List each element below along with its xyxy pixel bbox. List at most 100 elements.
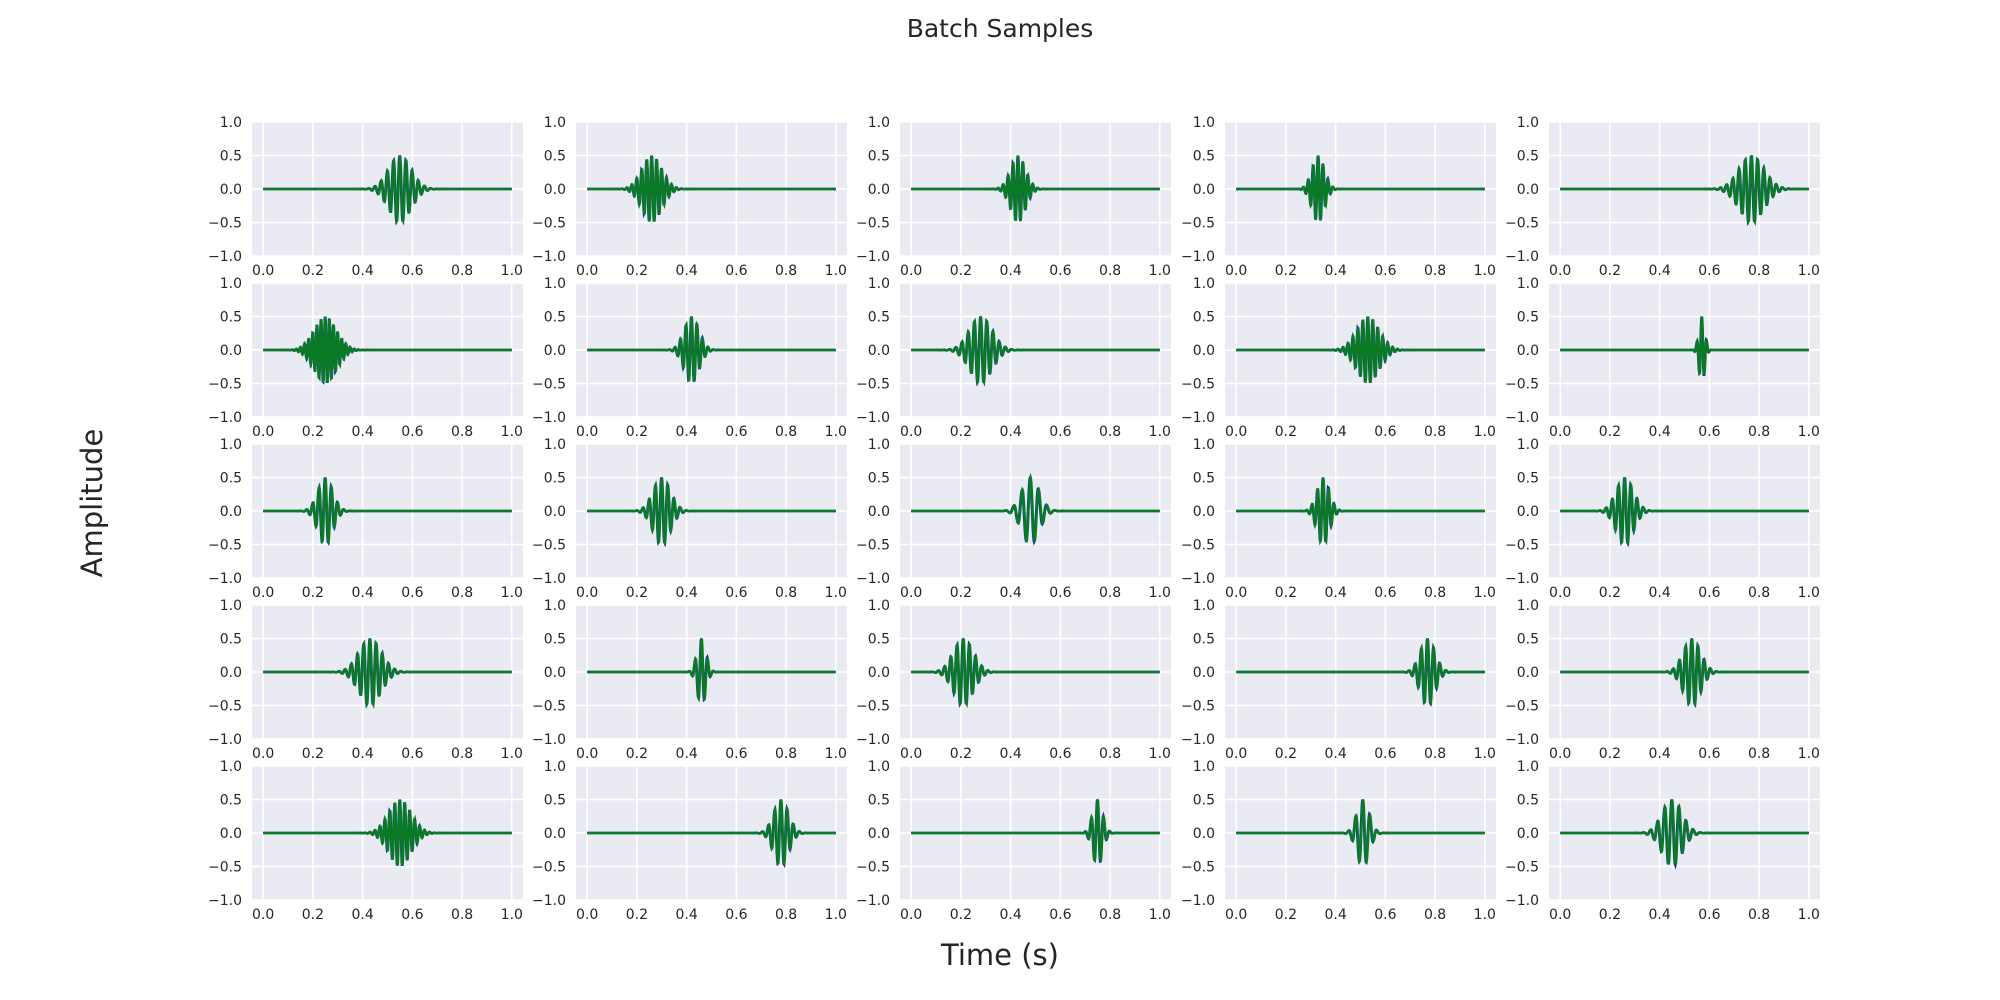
x-tick-label: 0.0 bbox=[576, 907, 598, 923]
x-tick-label: 0.2 bbox=[1599, 746, 1621, 762]
x-tick-label: 0.4 bbox=[1325, 585, 1347, 601]
x-tick-label: 0.8 bbox=[775, 263, 797, 279]
y-tick-label: 0.0 bbox=[220, 665, 242, 681]
x-tick-label: 0.6 bbox=[401, 263, 423, 279]
x-tick-label: 0.6 bbox=[725, 746, 747, 762]
y-tick-label: −1.0 bbox=[1505, 893, 1539, 909]
y-tick-label: 1.0 bbox=[1193, 598, 1215, 614]
y-tick-label: −0.5 bbox=[1181, 860, 1215, 876]
y-tick-label: 0.5 bbox=[544, 149, 566, 165]
y-tick-label: −0.5 bbox=[856, 860, 890, 876]
y-tick-label: 0.0 bbox=[1517, 826, 1539, 842]
x-tick-label: 0.6 bbox=[1374, 746, 1396, 762]
y-tick-label: −0.5 bbox=[856, 538, 890, 554]
x-tick-label: 0.6 bbox=[1049, 746, 1071, 762]
x-tick-label: 0.6 bbox=[1374, 907, 1396, 923]
x-tick-label: 1.0 bbox=[501, 907, 523, 923]
signal-trace-green bbox=[911, 799, 1160, 863]
y-tick-label: 0.0 bbox=[868, 665, 890, 681]
x-tick-label: 0.2 bbox=[1275, 263, 1297, 279]
x-tick-label: 0.6 bbox=[1698, 585, 1720, 601]
x-tick-label: 0.8 bbox=[1424, 263, 1446, 279]
y-tick-label: 0.5 bbox=[220, 632, 242, 648]
y-tick-label: 1.0 bbox=[544, 759, 566, 775]
x-tick-label: 0.2 bbox=[302, 746, 324, 762]
y-tick-label: 1.0 bbox=[544, 115, 566, 131]
x-tick-label: 0.4 bbox=[676, 907, 698, 923]
x-tick-label: 1.0 bbox=[1474, 746, 1496, 762]
y-tick-label: 1.0 bbox=[868, 759, 890, 775]
y-tick-label: −1.0 bbox=[208, 249, 242, 265]
x-tick-label: 0.0 bbox=[1549, 907, 1571, 923]
y-tick-label: −1.0 bbox=[1181, 249, 1215, 265]
signal-trace-green bbox=[263, 155, 512, 226]
y-tick-label: 0.5 bbox=[544, 471, 566, 487]
y-tick-label: 1.0 bbox=[544, 276, 566, 292]
x-tick-label: 0.4 bbox=[1000, 907, 1022, 923]
y-tick-label: 0.5 bbox=[868, 632, 890, 648]
x-tick-label: 0.2 bbox=[1275, 424, 1297, 440]
x-tick-label: 0.0 bbox=[252, 746, 274, 762]
y-tick-label: 0.5 bbox=[1517, 149, 1539, 165]
signal-trace-green bbox=[1236, 316, 1485, 383]
x-tick-label: 1.0 bbox=[1149, 424, 1171, 440]
x-tick-label: 1.0 bbox=[501, 585, 523, 601]
y-tick-label: 0.0 bbox=[220, 826, 242, 842]
y-tick-label: 0.0 bbox=[220, 504, 242, 520]
y-tick-label: −0.5 bbox=[532, 699, 566, 715]
x-tick-label: 0.4 bbox=[676, 263, 698, 279]
signal-trace-green bbox=[911, 316, 1160, 387]
y-tick-label: 0.5 bbox=[868, 149, 890, 165]
x-tick-label: 0.2 bbox=[1599, 907, 1621, 923]
x-tick-label: 0.4 bbox=[1000, 746, 1022, 762]
x-tick-label: 0.2 bbox=[302, 907, 324, 923]
x-tick-label: 0.4 bbox=[676, 746, 698, 762]
y-tick-label: 0.0 bbox=[544, 343, 566, 359]
y-tick-label: 1.0 bbox=[1193, 759, 1215, 775]
x-tick-label: 0.0 bbox=[576, 263, 598, 279]
subplot: 1.0 0.5 0.0 −0.5 −1.0 0.0 0.2 0.4 0.6 0.8 1.0 bbox=[1505, 276, 1820, 440]
subplot: 1.0 0.5 0.0 −0.5 −1.0 0.0 0.2 0.4 0.6 0.8 1.0 bbox=[208, 276, 523, 440]
x-tick-label: 1.0 bbox=[501, 424, 523, 440]
x-tick-label: 0.2 bbox=[302, 263, 324, 279]
y-tick-label: 0.0 bbox=[868, 504, 890, 520]
y-tick-label: 0.5 bbox=[544, 310, 566, 326]
y-tick-label: −0.5 bbox=[532, 538, 566, 554]
y-tick-label: 0.5 bbox=[1193, 793, 1215, 809]
x-tick-label: 0.6 bbox=[401, 907, 423, 923]
x-tick-label: 1.0 bbox=[1474, 585, 1496, 601]
y-tick-label: −1.0 bbox=[532, 571, 566, 587]
x-tick-label: 0.6 bbox=[1049, 263, 1071, 279]
x-tick-label: 1.0 bbox=[825, 585, 847, 601]
y-tick-label: −1.0 bbox=[856, 571, 890, 587]
y-tick-label: 0.5 bbox=[220, 310, 242, 326]
y-tick-label: −1.0 bbox=[1505, 410, 1539, 426]
signal-trace-green bbox=[263, 316, 512, 383]
x-tick-label: 0.4 bbox=[1000, 263, 1022, 279]
y-tick-label: 1.0 bbox=[220, 598, 242, 614]
y-tick-label: 0.5 bbox=[1193, 310, 1215, 326]
x-tick-label: 0.2 bbox=[950, 907, 972, 923]
x-tick-label: 0.8 bbox=[1099, 746, 1121, 762]
x-tick-label: 0.4 bbox=[352, 907, 374, 923]
x-tick-label: 0.2 bbox=[626, 585, 648, 601]
subplot: 1.0 0.5 0.0 −0.5 −1.0 0.0 0.2 0.4 0.6 0.8 1.0 bbox=[856, 759, 1171, 923]
y-tick-label: −1.0 bbox=[1505, 249, 1539, 265]
x-tick-label: 0.6 bbox=[1049, 585, 1071, 601]
y-tick-label: 0.5 bbox=[1517, 471, 1539, 487]
y-tick-label: −0.5 bbox=[856, 216, 890, 232]
x-tick-label: 0.2 bbox=[1599, 424, 1621, 440]
subplot: 1.0 0.5 0.0 −0.5 −1.0 0.0 0.2 0.4 0.6 0.8 1.0 bbox=[532, 598, 847, 762]
signal-trace-green bbox=[1236, 799, 1485, 865]
subplot: 1.0 0.5 0.0 −0.5 −1.0 0.0 0.2 0.4 0.6 0.8 1.0 bbox=[532, 276, 847, 440]
x-tick-label: 0.0 bbox=[252, 585, 274, 601]
y-tick-label: 0.0 bbox=[1193, 343, 1215, 359]
x-tick-label: 0.6 bbox=[725, 585, 747, 601]
y-tick-label: 0.5 bbox=[1193, 632, 1215, 648]
y-tick-label: −1.0 bbox=[1181, 893, 1215, 909]
y-tick-label: −0.5 bbox=[1505, 377, 1539, 393]
x-tick-label: 0.4 bbox=[1325, 907, 1347, 923]
y-tick-label: 0.5 bbox=[1517, 632, 1539, 648]
x-tick-label: 1.0 bbox=[1798, 424, 1820, 440]
